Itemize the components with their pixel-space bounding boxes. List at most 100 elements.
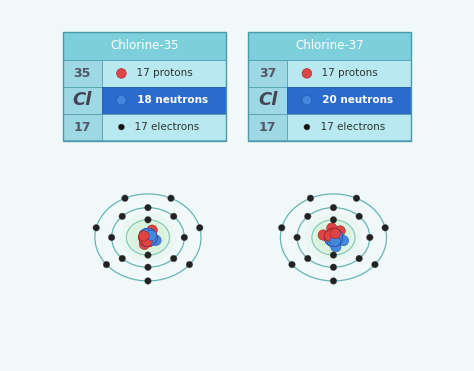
Circle shape [117, 69, 126, 78]
Circle shape [307, 195, 314, 201]
Circle shape [326, 229, 336, 239]
FancyBboxPatch shape [102, 87, 226, 114]
Circle shape [330, 236, 341, 246]
Circle shape [140, 229, 151, 239]
Ellipse shape [129, 222, 166, 253]
Text: 17 protons: 17 protons [129, 68, 192, 78]
Circle shape [327, 223, 337, 233]
FancyBboxPatch shape [248, 87, 287, 114]
Circle shape [331, 229, 342, 240]
Text: 20 neutrons: 20 neutrons [315, 95, 393, 105]
Circle shape [324, 231, 335, 241]
Circle shape [146, 229, 156, 240]
Circle shape [144, 228, 154, 239]
Circle shape [304, 124, 310, 130]
Circle shape [146, 236, 156, 246]
Text: 18 neutrons: 18 neutrons [129, 95, 208, 105]
Circle shape [119, 255, 126, 262]
Text: 37: 37 [259, 67, 276, 80]
Circle shape [147, 231, 157, 241]
FancyBboxPatch shape [63, 114, 102, 141]
Circle shape [330, 264, 337, 270]
Circle shape [118, 124, 124, 130]
Circle shape [138, 232, 149, 242]
Circle shape [331, 229, 341, 239]
Circle shape [138, 233, 149, 243]
FancyBboxPatch shape [63, 60, 102, 87]
Circle shape [366, 234, 373, 241]
Circle shape [332, 233, 343, 244]
Circle shape [330, 236, 340, 247]
Circle shape [330, 278, 337, 284]
FancyBboxPatch shape [248, 32, 411, 60]
Circle shape [142, 236, 152, 247]
Circle shape [356, 213, 363, 220]
Circle shape [146, 230, 157, 241]
Circle shape [332, 232, 343, 242]
Circle shape [147, 225, 157, 235]
Text: 17 protons: 17 protons [315, 68, 378, 78]
Text: Cl: Cl [73, 91, 92, 109]
Circle shape [325, 235, 336, 246]
Circle shape [329, 236, 339, 247]
Circle shape [325, 234, 335, 245]
Circle shape [144, 236, 154, 247]
Circle shape [139, 229, 149, 240]
Circle shape [328, 236, 337, 247]
Circle shape [168, 195, 174, 201]
Circle shape [143, 236, 154, 247]
Circle shape [139, 230, 150, 240]
Circle shape [372, 261, 378, 268]
Circle shape [146, 234, 157, 244]
Text: 17: 17 [259, 121, 276, 134]
Circle shape [302, 69, 312, 78]
Circle shape [331, 235, 342, 246]
Text: Chlorine-37: Chlorine-37 [295, 39, 364, 52]
Circle shape [356, 255, 363, 262]
Circle shape [147, 232, 157, 242]
Circle shape [170, 213, 177, 220]
Circle shape [304, 213, 311, 220]
Circle shape [119, 213, 126, 220]
FancyBboxPatch shape [287, 87, 411, 114]
Circle shape [326, 236, 337, 246]
Circle shape [139, 234, 150, 245]
Circle shape [117, 95, 126, 105]
Circle shape [327, 228, 337, 239]
Circle shape [330, 204, 337, 211]
Circle shape [318, 230, 328, 240]
Circle shape [108, 234, 115, 241]
Circle shape [145, 252, 151, 259]
FancyBboxPatch shape [248, 60, 287, 87]
Circle shape [330, 216, 337, 223]
Circle shape [145, 204, 151, 211]
Circle shape [141, 229, 151, 239]
Circle shape [289, 261, 295, 268]
Circle shape [103, 261, 110, 268]
Circle shape [329, 228, 339, 239]
Circle shape [327, 229, 337, 239]
Circle shape [304, 255, 311, 262]
Circle shape [294, 234, 301, 241]
Circle shape [325, 230, 335, 240]
FancyBboxPatch shape [287, 60, 411, 87]
Circle shape [330, 252, 337, 259]
Circle shape [139, 231, 149, 241]
FancyBboxPatch shape [102, 60, 226, 87]
Circle shape [196, 224, 203, 231]
Circle shape [138, 231, 149, 242]
Circle shape [145, 229, 155, 239]
Circle shape [146, 235, 156, 246]
Text: 17: 17 [73, 121, 91, 134]
Ellipse shape [311, 218, 356, 257]
Circle shape [139, 234, 149, 244]
Circle shape [181, 234, 188, 241]
Circle shape [145, 264, 151, 270]
Circle shape [93, 224, 100, 231]
Circle shape [145, 236, 155, 246]
Circle shape [332, 233, 343, 243]
Ellipse shape [120, 213, 176, 262]
Text: 17 electrons: 17 electrons [128, 122, 200, 132]
FancyBboxPatch shape [102, 114, 226, 141]
Circle shape [151, 235, 161, 246]
